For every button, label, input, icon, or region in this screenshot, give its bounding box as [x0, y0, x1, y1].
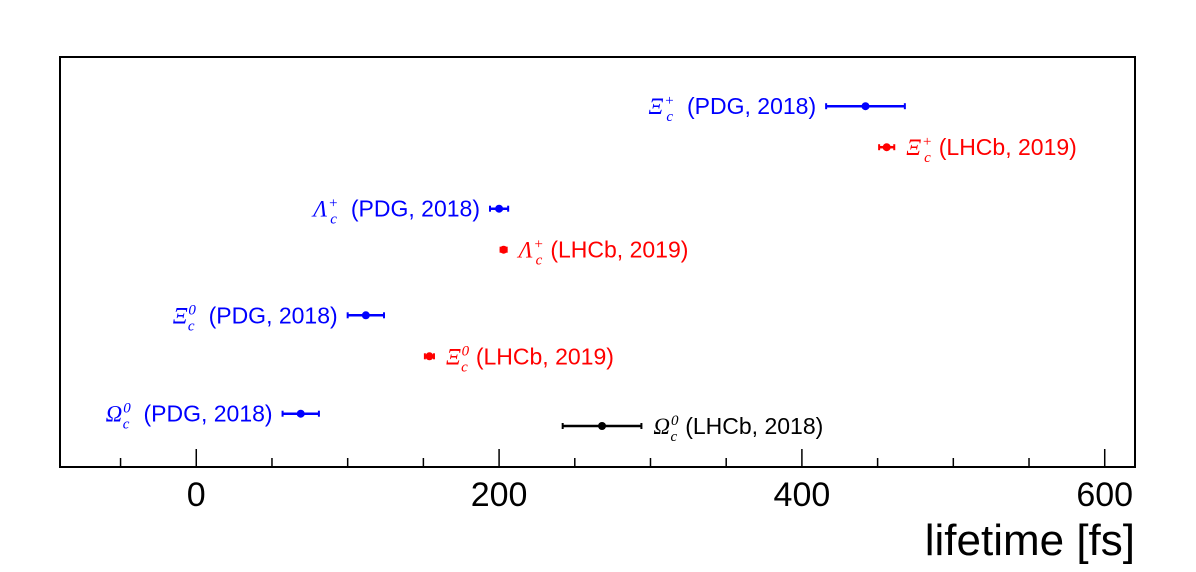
point-lc-plus-pdg	[489, 204, 510, 213]
x-tick-label: 400	[774, 476, 831, 514]
point-lc-plus-lhcb	[499, 245, 508, 254]
x-tick-labels: 0 200 400 600	[187, 476, 1133, 514]
point-label-xic0-pdg: Ξ0 c (PDG, 2018)	[173, 302, 338, 334]
x-axis-title: lifetime [fs]	[925, 516, 1135, 565]
x-tick-label: 0	[187, 476, 206, 514]
data-marker	[499, 245, 508, 254]
data-marker	[361, 311, 370, 320]
point-label-xic0-lhcb: Ξ0 c (LHCb, 2019)	[446, 343, 614, 375]
point-labels: Ξ+ c (PDG, 2018) Ξ+ c (LHCb, 2019) Λ+ c (PDG, 20…	[106, 93, 1077, 445]
point-label-xic-plus-pdg: Ξ+ c (PDG, 2018)	[649, 93, 817, 125]
point-xic-plus-pdg	[825, 102, 906, 111]
point-omc0-lhcb2018	[561, 422, 643, 430]
data-marker	[882, 143, 891, 152]
x-tick-label: 600	[1076, 476, 1133, 514]
data-marker	[861, 102, 870, 111]
point-xic0-pdg	[346, 311, 386, 320]
x-axis	[119, 449, 1106, 467]
point-label-lc-plus-lhcb: Λ+ c (LHCb, 2019)	[517, 237, 689, 269]
data-marker	[425, 352, 434, 361]
data-marker	[495, 204, 504, 213]
data-marker	[296, 409, 305, 418]
point-xic-plus-lhcb	[878, 143, 896, 152]
point-xic0-lhcb	[423, 352, 435, 361]
x-tick-label: 200	[471, 476, 528, 514]
point-label-lc-plus-pdg: Λ+ c (PDG, 2018)	[311, 196, 480, 228]
point-label-xic-plus-lhcb: Ξ+ c (LHCb, 2019)	[906, 134, 1077, 166]
point-label-omc0-lhcb2018: Ω0 c (LHCb, 2018)	[653, 413, 823, 445]
point-omc0-pdg	[281, 409, 320, 418]
data-marker	[598, 422, 607, 430]
point-label-omc0-pdg: Ω0 c (PDG, 2018)	[106, 401, 273, 433]
plot-frame	[59, 56, 1136, 468]
data-points	[281, 102, 906, 430]
